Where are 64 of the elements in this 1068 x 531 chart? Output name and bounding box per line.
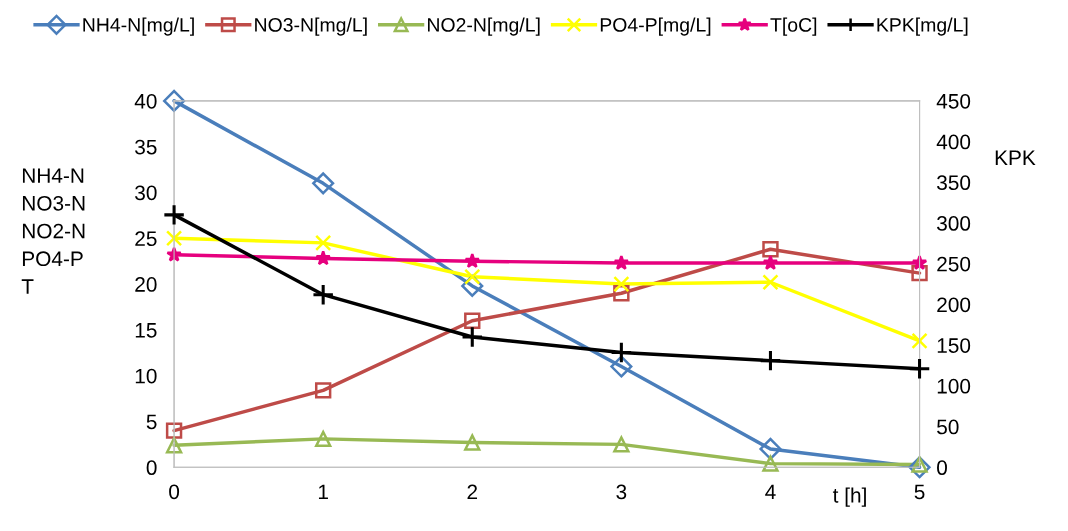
y2-tick-label: 0: [937, 460, 947, 476]
x-tick-label: 5: [914, 484, 925, 500]
x-axis-title: t [h]: [832, 487, 866, 507]
point: [610, 355, 633, 378]
point: [762, 254, 779, 270]
point: [312, 172, 335, 195]
point: [911, 332, 928, 350]
point: [464, 252, 481, 269]
point: [762, 241, 779, 258]
point: [165, 230, 183, 247]
point: [464, 268, 481, 285]
point: [613, 275, 630, 293]
y-tick-label: 35: [135, 139, 157, 155]
y-tick-label: 20: [135, 277, 157, 292]
point: [613, 436, 630, 453]
point: [759, 437, 782, 461]
y-tick-label: 30: [135, 185, 157, 201]
point: [762, 455, 779, 472]
y-tick-label: 25: [135, 231, 157, 247]
y-tick-label: 0: [146, 460, 157, 476]
y2-tick-label: 200: [937, 297, 971, 313]
x-tick-label: 3: [616, 484, 627, 500]
legend-label: PO4-P[mg/L]: [600, 17, 711, 36]
legend-label: KPK[mg/L]: [877, 17, 968, 36]
y-tick-label: 15: [135, 323, 157, 338]
y2-tick-label: 150: [937, 338, 971, 353]
x-tick-label: 1: [318, 484, 328, 500]
y-axis-title: NH4-N NO3-N NO2-N PO4-P T: [21, 168, 85, 294]
point: [610, 341, 633, 364]
point: [314, 382, 332, 399]
y2-tick-label: 250: [937, 256, 971, 272]
y2-tick-label: 100: [937, 378, 971, 394]
legend-label: T[oC]: [770, 17, 817, 36]
point: [908, 357, 931, 381]
point: [314, 430, 332, 448]
point: [762, 274, 779, 291]
y-tick-label: 40: [134, 93, 157, 109]
y-tick-label: 5: [146, 414, 157, 430]
point: [911, 264, 928, 282]
point: [315, 250, 332, 266]
y2-tick-label: 50: [937, 419, 959, 435]
y2-tick-label: 350: [937, 175, 971, 191]
legend-label: NH4-N[mg/L]: [83, 17, 194, 36]
x-tick-label: 2: [467, 484, 478, 500]
point: [464, 312, 481, 329]
y-tick-label: 10: [135, 368, 157, 384]
y2-tick-label: 450: [936, 93, 971, 109]
point: [613, 254, 630, 270]
point: [162, 203, 186, 227]
legend-label: NO3-N[mg/L]: [255, 17, 367, 36]
point: [759, 349, 782, 372]
point: [464, 434, 481, 451]
point: [165, 437, 183, 454]
point: [314, 234, 332, 252]
legend-label: NO2-N[mg/L]: [428, 17, 540, 36]
point: [461, 325, 484, 349]
y2-tick-label: 400: [936, 134, 971, 150]
x-tick-label: 0: [169, 484, 180, 500]
y2-axis-title: KPK: [995, 150, 1036, 165]
point: [311, 283, 335, 306]
y2-tick-label: 300: [937, 216, 971, 231]
point: [163, 89, 186, 112]
point: [165, 422, 183, 439]
x-tick-label: 4: [765, 484, 776, 500]
